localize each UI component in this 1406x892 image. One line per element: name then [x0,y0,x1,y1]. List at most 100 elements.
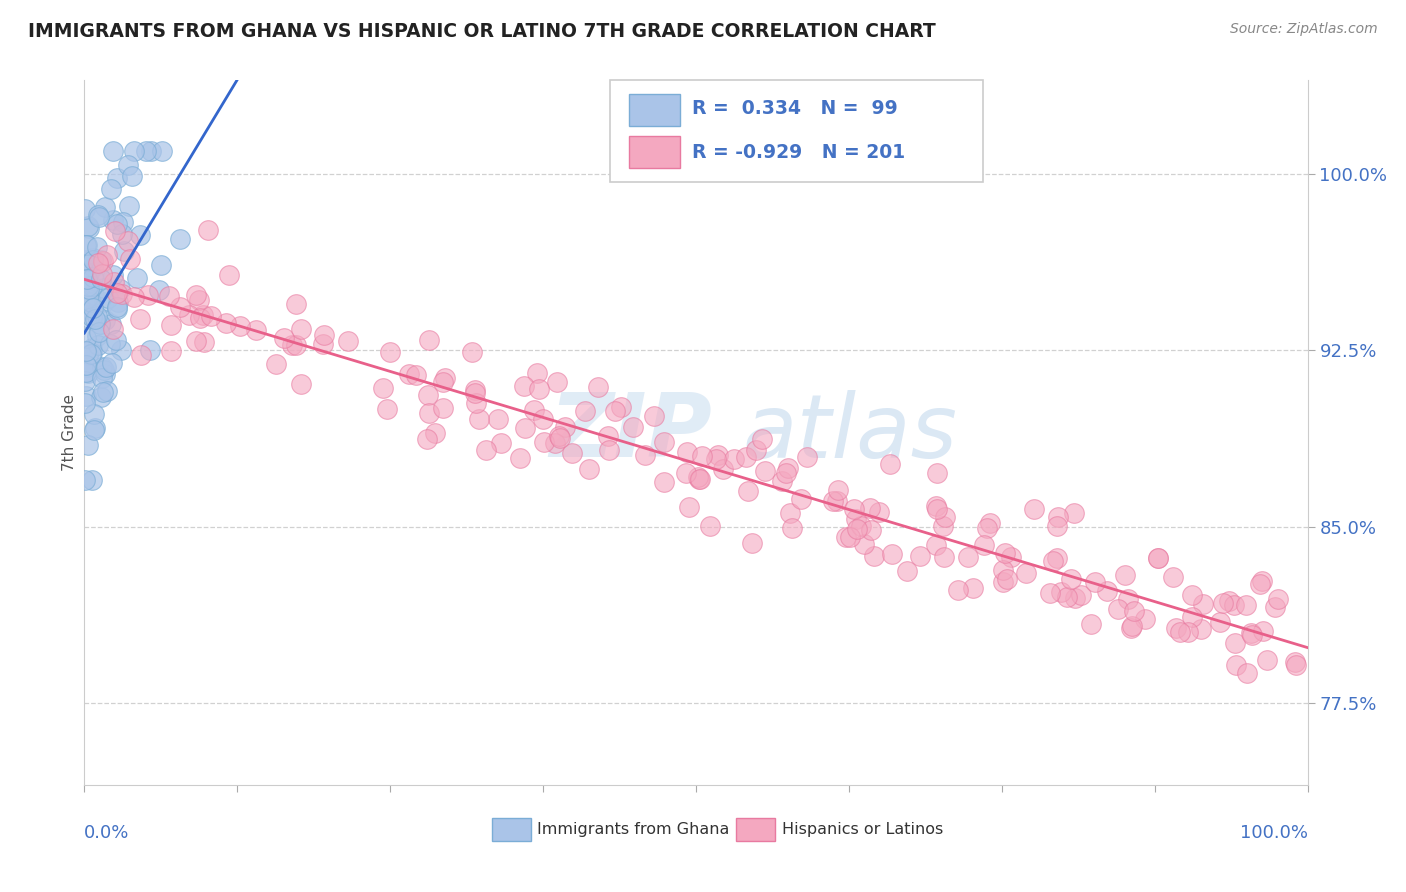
Point [97,291,120,305]
Point [546,375,568,389]
Point [188,293,211,308]
Point [75,238,97,252]
Point [1256,653,1278,667]
FancyBboxPatch shape [628,94,681,126]
Point [643,409,665,424]
Point [83,423,105,437]
Point [610,400,633,414]
Point [77,438,100,452]
Point [380,344,402,359]
Point [796,450,818,464]
Point [1285,658,1308,673]
Point [98,337,121,351]
Point [117,199,139,213]
Point [184,288,207,302]
Point [77,289,100,303]
Text: 0.0%: 0.0% [84,824,129,842]
Point [82,310,104,325]
Point [94,200,117,214]
Point [418,406,440,420]
Point [924,499,946,513]
Point [859,500,882,515]
Point [193,308,215,322]
Point [692,450,714,464]
Point [486,412,509,426]
Point [86,310,108,324]
Point [976,521,998,535]
Point [127,271,149,285]
Point [531,412,554,426]
Point [925,466,948,480]
Point [432,375,454,389]
Point [94,367,117,381]
Point [82,260,104,274]
Point [1080,617,1102,632]
Point [1212,596,1234,610]
Point [285,297,308,311]
Point [86,329,108,343]
Point [754,464,776,478]
Point [734,450,756,464]
Point [82,251,104,265]
Point [76,237,98,252]
Point [1022,501,1045,516]
Point [200,309,222,323]
Point [82,253,104,268]
Point [148,283,170,297]
Point [91,268,114,282]
Point [860,524,883,538]
Point [273,331,295,345]
Point [160,344,183,359]
Text: R =  0.334   N =  99: R = 0.334 N = 99 [692,99,898,118]
Point [598,429,620,443]
Point [991,575,1014,590]
Point [1121,618,1143,632]
Point [1267,592,1289,607]
Point [737,483,759,498]
Point [129,348,152,362]
Text: Source: ZipAtlas.com: Source: ZipAtlas.com [1230,22,1378,37]
Point [1064,591,1087,605]
Point [991,563,1014,577]
Point [79,299,101,313]
Point [675,445,697,459]
Point [745,443,768,458]
Point [995,572,1018,586]
Point [932,519,955,533]
Point [285,338,308,352]
Point [851,519,873,533]
Point [76,291,98,305]
Point [188,310,211,325]
Point [76,348,98,362]
Point [398,368,420,382]
Point [1146,551,1168,566]
Point [1045,550,1067,565]
Point [548,429,571,443]
Point [550,431,572,445]
Point [1084,575,1107,590]
FancyBboxPatch shape [492,818,531,840]
Point [1191,623,1213,637]
Point [91,385,114,400]
Point [603,404,626,418]
Point [75,331,97,345]
Point [77,221,100,235]
Point [513,421,536,435]
Point [135,144,157,158]
Point [461,345,484,359]
Text: Hispanics or Latinos: Hispanics or Latinos [782,822,943,837]
Point [1015,566,1038,580]
Point [896,564,918,578]
Point [523,402,546,417]
Point [778,461,800,475]
Point [1223,598,1246,612]
Point [80,294,103,309]
Point [107,294,129,309]
Point [80,279,103,293]
Point [464,384,486,398]
Point [105,301,128,316]
Point [513,379,536,393]
Point [1039,586,1062,600]
Point [842,502,865,516]
Point [1236,598,1258,612]
